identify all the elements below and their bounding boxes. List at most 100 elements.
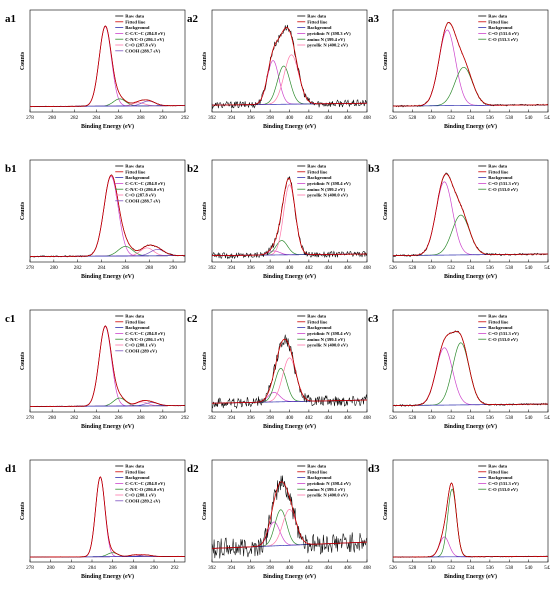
x-axis-label: Binding Energy (eV) [81, 423, 134, 430]
plot-frame [29, 159, 186, 263]
x-tick-label: 290 [159, 115, 167, 121]
panel-b1: b1 278 280 282 284 286 288 290 Binding Energy (e… [5, 159, 186, 280]
legend-entry: Raw data [488, 314, 507, 319]
panel-label-d1: d1 [5, 463, 17, 475]
legend-entry: C=O (288.1 eV) [125, 343, 156, 348]
x-tick-label: 290 [150, 565, 158, 571]
legend-entry: C=O (287.8 eV) [125, 43, 156, 48]
x-tick-label: 284 [93, 415, 101, 421]
legend-entry: Fitted line [125, 19, 145, 24]
legend-entry: pyrollic N (400.2 eV) [307, 43, 348, 48]
x-tick-label: 536 [486, 415, 494, 421]
x-tick-label: 278 [26, 265, 34, 271]
series-b3-peak-1 [392, 181, 548, 256]
y-axis-label: Counts [202, 501, 208, 520]
x-tick-label: 534 [467, 115, 475, 121]
x-tick-label: 540 [525, 565, 533, 571]
legend-entry: Background [125, 325, 150, 330]
x-axis-label: Binding Energy (eV) [263, 123, 316, 130]
panel-label-b2: b2 [187, 163, 199, 175]
x-axis-label: Binding Energy (eV) [81, 573, 134, 580]
x-tick-label: 292 [181, 415, 189, 421]
x-tick-label: 286 [121, 265, 129, 271]
panel-a2: a2 392 394 396 398 400 402 404 406 408 Binding Ene… [187, 9, 371, 130]
x-tick-label: 532 [447, 565, 455, 571]
x-tick-label: 406 [344, 265, 352, 271]
legend-entry: Raw data [307, 164, 326, 169]
legend-entry: Background [307, 175, 332, 180]
plot-frame [211, 309, 368, 413]
x-tick-label: 278 [26, 115, 34, 121]
series-c2-peak-3 [211, 357, 368, 404]
x-tick-label: 530 [428, 265, 436, 271]
x-tick-label: 280 [48, 415, 56, 421]
x-tick-label: 406 [344, 115, 352, 121]
panel-label-d3: d3 [368, 463, 380, 475]
x-tick-label: 530 [428, 415, 436, 421]
panel-label-b1: b1 [5, 163, 17, 175]
x-tick-label: 532 [447, 115, 455, 121]
x-tick-label: 286 [115, 115, 123, 121]
legend-entry: C-N/C-O (286.0 eV) [125, 487, 164, 492]
x-axis-label: Binding Energy (eV) [444, 123, 497, 130]
y-axis-label: Counts [20, 51, 26, 70]
series-a1-fitted [29, 25, 185, 107]
x-tick-label: 540 [525, 115, 533, 121]
series-b2-raw [211, 176, 368, 260]
x-axis-label: Binding Energy (eV) [444, 273, 497, 280]
x-tick-label: 286 [115, 415, 123, 421]
x-tick-label: 398 [266, 415, 274, 421]
plot-frame [392, 9, 549, 113]
x-tick-label: 528 [408, 415, 416, 421]
legend-entry: amino N (399.2 eV) [307, 187, 345, 192]
x-axis-label: Binding Energy (eV) [444, 573, 497, 580]
x-tick-label: 542 [544, 565, 550, 571]
panel-a3: a3 526 528 530 532 534 536 538 540 542 Binding Ene… [368, 9, 550, 130]
x-axis-label: Binding Energy (eV) [263, 423, 316, 430]
legend-entry: Background [125, 25, 150, 30]
legend-entry: pyrollic N (400.0 eV) [307, 343, 348, 348]
legend-entry: COOH (289.2 eV) [125, 498, 161, 503]
legend-entry: pyridinic N (398.4 eV) [307, 181, 351, 186]
x-tick-label: 280 [50, 265, 58, 271]
series-d3-peak-2 [393, 488, 548, 558]
series-b3-peak-2 [392, 214, 548, 256]
x-tick-label: 282 [74, 265, 82, 271]
x-tick-label: 394 [227, 415, 235, 421]
series-d2-fitted [211, 481, 368, 549]
legend-entry: C=O (287.8 eV) [125, 193, 156, 198]
x-axis-label: Binding Energy (eV) [81, 273, 134, 280]
legend-entry: COOH (288.7 eV) [125, 198, 161, 203]
series-a3-raw [392, 22, 549, 108]
y-axis-label: Counts [383, 351, 389, 370]
series-d1-fitted [30, 476, 185, 558]
x-tick-label: 538 [505, 265, 513, 271]
x-tick-label: 408 [363, 115, 371, 121]
x-tick-label: 396 [247, 565, 255, 571]
y-axis-label: Counts [202, 51, 208, 70]
x-tick-label: 392 [208, 415, 216, 421]
y-axis-label: Counts [202, 201, 208, 220]
legend-entry: Raw data [488, 464, 507, 469]
legend-entry: Raw data [125, 164, 144, 169]
panel-d3: d3 526 528 530 532 534 536 538 540 542 Binding Ene… [368, 459, 550, 580]
y-axis-label: Counts [383, 51, 389, 70]
legend-entry: Fitted line [307, 169, 327, 174]
x-tick-label: 536 [486, 265, 494, 271]
panel-c3: c3 526 528 530 532 534 536 538 540 542 Binding Ene… [368, 309, 550, 430]
x-tick-label: 532 [447, 415, 455, 421]
x-tick-label: 402 [305, 565, 313, 571]
panel-label-b3: b3 [368, 163, 380, 175]
panel-c1: c1 278 280 282 284 286 288 290 292 Binding Energy… [5, 309, 189, 430]
series-b3-fitted [392, 173, 548, 257]
x-tick-label: 402 [305, 115, 313, 121]
plot-frame [29, 459, 186, 563]
legend-entry: C-O (533.0 eV) [488, 337, 518, 342]
series-d2-raw [211, 475, 368, 559]
panel-label-c3: c3 [368, 313, 379, 325]
legend-entry: Fitted line [125, 169, 145, 174]
x-tick-label: 292 [171, 565, 179, 571]
series-d3-fitted [393, 482, 548, 558]
x-tick-label: 404 [324, 415, 332, 421]
